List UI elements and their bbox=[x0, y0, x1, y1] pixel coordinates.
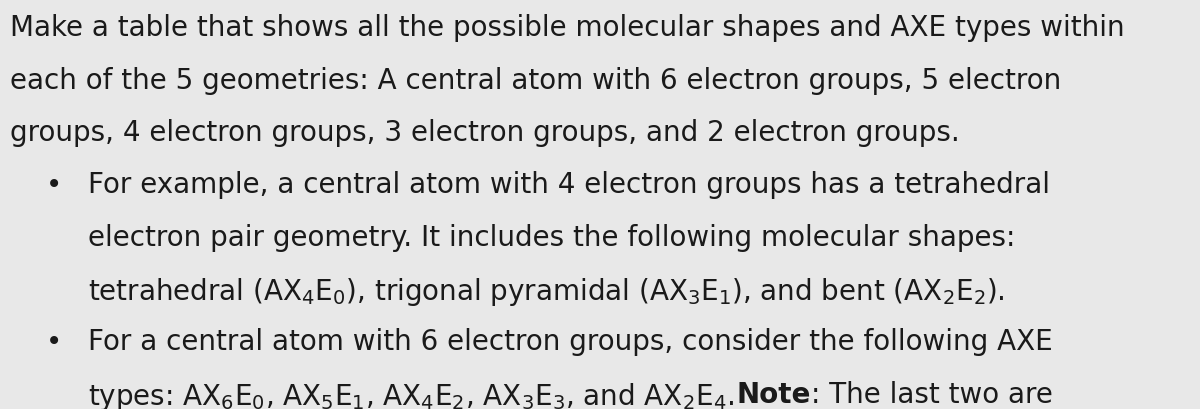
Text: types: AX$_6$E$_0$, AX$_5$E$_1$, AX$_4$E$_2$, AX$_3$E$_3$, and AX$_2$E$_4$.: types: AX$_6$E$_0$, AX$_5$E$_1$, AX$_4$E… bbox=[88, 381, 737, 409]
Text: •: • bbox=[46, 328, 62, 356]
Text: groups, 4 electron groups, 3 electron groups, and 2 electron groups.: groups, 4 electron groups, 3 electron gr… bbox=[10, 119, 959, 147]
Text: each of the 5 geometries: A central atom with 6 electron groups, 5 electron: each of the 5 geometries: A central atom… bbox=[10, 67, 1061, 94]
Text: •: • bbox=[46, 171, 62, 199]
Text: electron pair geometry. It includes the following molecular shapes:: electron pair geometry. It includes the … bbox=[88, 224, 1015, 252]
Text: Make a table that shows all the possible molecular shapes and AXE types within: Make a table that shows all the possible… bbox=[10, 14, 1124, 42]
Text: For example, a central atom with 4 electron groups has a tetrahedral: For example, a central atom with 4 elect… bbox=[88, 171, 1050, 199]
Text: tetrahedral (AX$_4$E$_0$), trigonal pyramidal (AX$_3$E$_1$), and bent (AX$_2$E$_: tetrahedral (AX$_4$E$_0$), trigonal pyra… bbox=[88, 276, 1004, 308]
Text: For a central atom with 6 electron groups, consider the following AXE: For a central atom with 6 electron group… bbox=[88, 328, 1052, 356]
Text: Note: Note bbox=[737, 381, 811, 409]
Text: : The last two are: : The last two are bbox=[811, 381, 1052, 409]
